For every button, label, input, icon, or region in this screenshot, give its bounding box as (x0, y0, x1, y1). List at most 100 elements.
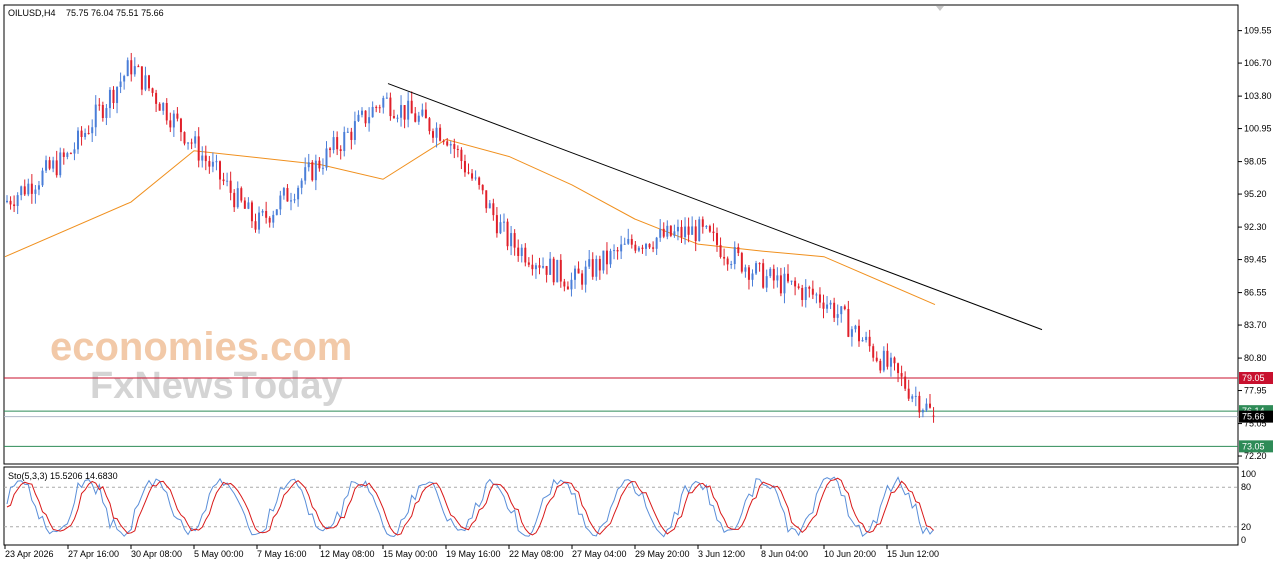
bear-candle (737, 247, 740, 254)
bear-candle (712, 231, 715, 234)
bear-candle (467, 172, 470, 174)
bull-candle (733, 247, 736, 265)
indicator-frame (3, 466, 1239, 546)
bull-candle (542, 266, 545, 268)
bull-candle (20, 186, 23, 196)
bear-candle (439, 127, 442, 141)
bear-candle (140, 66, 143, 90)
bull-candle (673, 231, 676, 236)
bear-candle (907, 388, 910, 399)
price-tick-label: 98.05 (1244, 157, 1267, 167)
bull-candle (655, 237, 658, 249)
bull-candle (488, 203, 491, 209)
bear-candle (577, 268, 580, 274)
bull-candle (850, 329, 853, 337)
bull-candle (765, 276, 768, 288)
bull-candle (187, 142, 190, 144)
bull-candle (396, 117, 399, 119)
bull-candle (574, 268, 576, 280)
level-tag (1239, 372, 1273, 385)
bear-candle (669, 225, 672, 236)
bull-candle (59, 152, 62, 176)
bull-candle (346, 131, 349, 133)
bear-candle (250, 202, 253, 222)
bull-candle (382, 97, 385, 108)
bear-candle (662, 228, 665, 237)
bull-candle (609, 250, 612, 265)
price-tick-label: 109.55 (1244, 26, 1272, 36)
price-tick-label: 100.95 (1244, 124, 1272, 134)
level-tag-label: 73.05 (1242, 441, 1265, 451)
bull-candle (162, 103, 165, 111)
bear-candle (243, 200, 246, 209)
bear-candle (616, 250, 619, 252)
bull-candle (474, 177, 477, 179)
bear-candle (900, 373, 903, 377)
bear-candle (545, 266, 548, 275)
bear-candle (687, 226, 690, 235)
bear-candle (311, 162, 314, 181)
price-tick-label: 77.95 (1244, 386, 1267, 396)
bull-candle (279, 195, 282, 210)
bear-candle (403, 105, 406, 120)
bull-candle (66, 153, 69, 157)
bull-candle (27, 183, 30, 195)
bear-candle (847, 309, 850, 337)
bull-candle (503, 221, 505, 223)
bear-candle (13, 204, 16, 207)
bear-candle (9, 200, 12, 205)
bull-candle (698, 219, 701, 242)
scroll-marker-icon[interactable] (936, 6, 944, 11)
level-tag (1239, 440, 1273, 453)
bear-candle (598, 258, 601, 271)
stochastic-axis: 100 80 20 0 (1241, 469, 1256, 545)
bear-candle (811, 288, 814, 295)
stoch-main-line (6, 476, 934, 538)
bear-candle (904, 376, 907, 389)
bull-candle (620, 244, 623, 252)
time-tick-label: 27 Apr 16:00 (68, 549, 119, 559)
ma-line (4, 138, 936, 306)
price-tick-label: 80.80 (1244, 353, 1267, 363)
bull-candle (435, 127, 438, 138)
bull-candle (584, 266, 587, 285)
bear-candle (723, 256, 726, 259)
time-tick-label: 15 Jun 12:00 (887, 549, 939, 559)
price-tick-label: 103.80 (1244, 91, 1272, 101)
bull-candle (666, 225, 669, 237)
bull-candle (105, 108, 108, 119)
bull-candle (914, 395, 917, 397)
bear-candle (101, 105, 104, 119)
symbol-label: OILUSD,H4 (8, 8, 56, 18)
bear-candle (219, 161, 221, 180)
bull-candle (307, 162, 310, 168)
bull-candle (588, 259, 591, 267)
bear-candle (492, 203, 495, 216)
bull-candle (357, 114, 360, 122)
bull-candle (261, 210, 264, 213)
price-tick-label: 83.70 (1244, 320, 1267, 330)
bull-candle (84, 132, 87, 137)
bear-candle (694, 226, 697, 242)
bear-candle (524, 247, 527, 263)
bear-candle (69, 153, 72, 155)
bull-candle (865, 336, 868, 341)
current-price-label: 75.66 (1242, 412, 1265, 422)
stochastic-oscillator (4, 476, 1238, 538)
bull-candle (300, 180, 303, 188)
bull-candle (41, 170, 44, 186)
bull-candle (314, 160, 317, 181)
price-tick-label: 95.20 (1244, 189, 1267, 199)
bear-candle (463, 161, 466, 173)
bull-candle (836, 314, 839, 318)
bear-candle (268, 217, 271, 223)
bull-candle (637, 247, 640, 251)
bear-candle (137, 66, 140, 68)
bear-candle (495, 215, 498, 234)
bull-candle (417, 115, 420, 122)
indicator-label: Sto(5,3,3) 15.5206 14.6830 (8, 471, 118, 481)
bear-candle (818, 294, 821, 303)
bull-candle (790, 280, 793, 282)
bear-candle (506, 221, 509, 247)
